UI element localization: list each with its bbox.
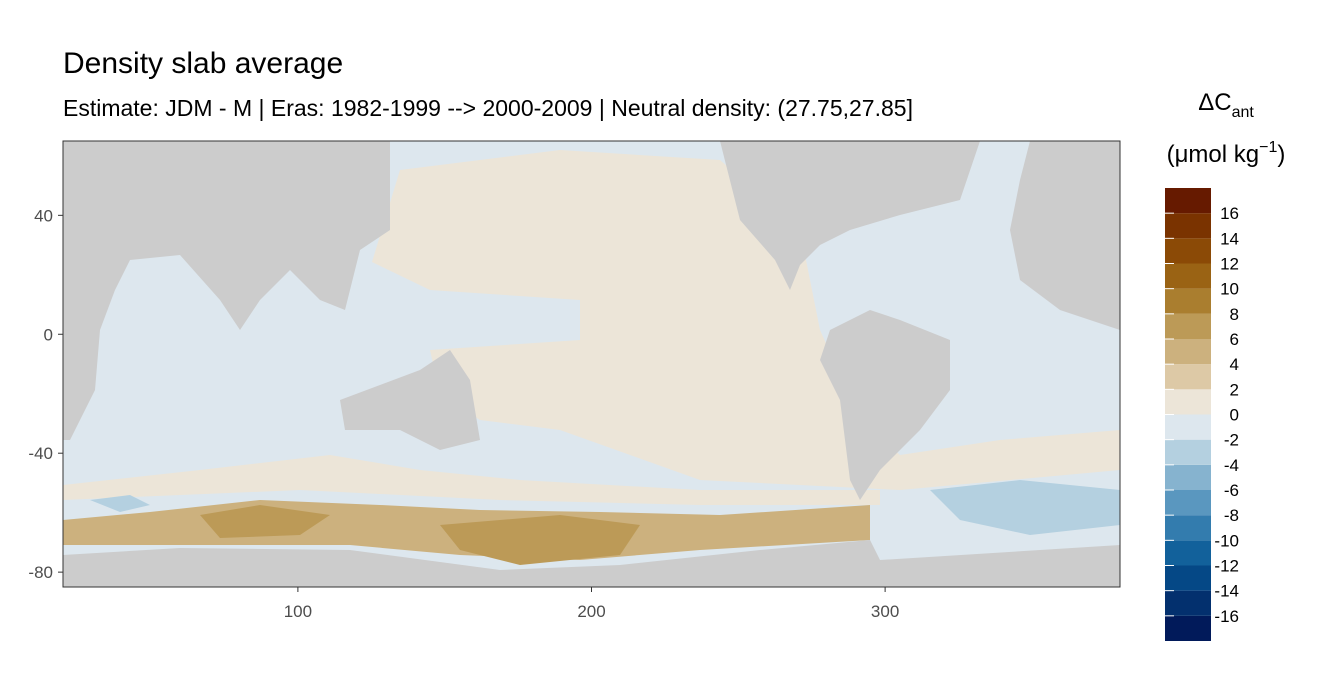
land	[63, 141, 390, 440]
chart-title: Density slab average	[63, 47, 343, 80]
colorbar-label: -10	[1214, 531, 1239, 550]
land	[720, 141, 980, 290]
colorbar-bin	[1165, 590, 1211, 616]
southern-patch	[200, 505, 330, 538]
land	[1010, 141, 1120, 330]
colorbar-label: -6	[1224, 481, 1239, 500]
colorbar-label: 16	[1220, 204, 1239, 223]
chart-subtitle: Estimate: JDM - M | Eras: 1982-1999 --> …	[63, 95, 913, 121]
colorbar-bin	[1165, 439, 1211, 465]
y-tick-label: 0	[44, 325, 53, 344]
legend-title-sub: ant	[1232, 104, 1255, 121]
y-tick-label: 40	[34, 206, 53, 225]
colorbar-bin	[1165, 188, 1211, 214]
colorbar-label: -4	[1224, 456, 1239, 475]
colorbar-bin	[1165, 339, 1211, 365]
x-tick-label: 300	[871, 602, 899, 621]
colorbar-bin	[1165, 313, 1211, 339]
colorbar-label: -2	[1224, 431, 1239, 450]
legend-title: ΔCant	[1198, 89, 1254, 121]
colorbar-label: -12	[1214, 557, 1239, 576]
colorbar-bin	[1165, 490, 1211, 516]
legend-unit-after: )	[1277, 141, 1285, 168]
colorbar-label: 8	[1230, 305, 1239, 324]
atlantic-patch	[930, 480, 1120, 535]
x-tick-label: 200	[577, 602, 605, 621]
colorbar-bin	[1165, 389, 1211, 415]
colorbar-bin	[1165, 464, 1211, 490]
colorbar-label: 10	[1220, 280, 1239, 299]
colorbar-label: 0	[1230, 406, 1239, 425]
y-tick-label: -40	[28, 444, 53, 463]
colorbar-bin	[1165, 540, 1211, 566]
colorbar-bin	[1165, 414, 1211, 440]
indian-patch	[90, 495, 150, 512]
colorbar-label: 12	[1220, 255, 1239, 274]
colorbar-label: 14	[1220, 229, 1239, 248]
colorbar-bin	[1165, 565, 1211, 591]
map-panel	[62, 140, 1121, 588]
land	[820, 310, 950, 500]
pacific-field	[372, 150, 1120, 490]
colorbar-bin	[1165, 238, 1211, 264]
legend-unit-sup: −1	[1259, 139, 1277, 156]
x-tick-label: 100	[284, 602, 312, 621]
south-band	[63, 455, 880, 505]
colorbar-bin	[1165, 288, 1211, 314]
legend-title-main: ΔC	[1198, 89, 1231, 116]
colorbar-label: 4	[1230, 355, 1239, 374]
land	[63, 540, 1120, 587]
colorbar-bin	[1165, 213, 1211, 239]
southern-patch	[440, 515, 640, 565]
colorbar-bin	[1165, 364, 1211, 390]
legend-unit-before: (μmol kg	[1167, 141, 1260, 168]
colorbar-label: 6	[1230, 330, 1239, 349]
land	[340, 350, 480, 450]
colorbar-bin	[1165, 263, 1211, 289]
colorbar-label: -16	[1214, 607, 1239, 626]
y-tick-label: -80	[28, 563, 53, 582]
colorbar-bin	[1165, 615, 1211, 641]
colorbar-label: 2	[1230, 380, 1239, 399]
colorbar-bin	[1165, 515, 1211, 541]
colorbar-label: -14	[1214, 582, 1239, 601]
legend-unit: (μmol kg−1)	[1167, 139, 1286, 168]
colorbar-label: -8	[1224, 506, 1239, 525]
